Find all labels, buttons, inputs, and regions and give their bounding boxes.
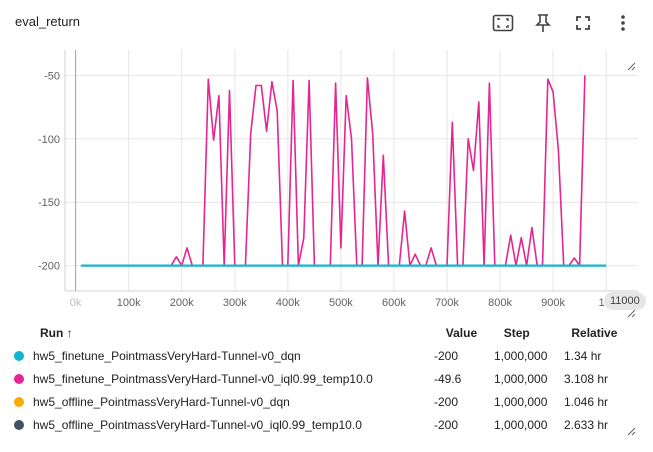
relative-cell: 2.633 hr — [564, 417, 609, 432]
x-tick-label: 800k — [488, 297, 512, 309]
relative-cell: 1.34 hr — [564, 348, 602, 363]
run-name: hw5_finetune_PointmassVeryHard-Tunnel-v0… — [33, 348, 301, 363]
more-vert-icon — [621, 15, 625, 31]
step-cell: 1,000,000 — [494, 394, 548, 409]
x-tick-label: 600k — [382, 297, 406, 309]
run-name: hw5_finetune_PointmassVeryHard-Tunnel-v0… — [33, 371, 373, 386]
series-line — [80, 75, 586, 267]
y-tick-label: -100 — [38, 134, 60, 146]
chart-series — [80, 75, 607, 267]
table-header: Run ↑ Value Step Relative — [14, 322, 639, 344]
run-name: hw5_offline_PointmassVeryHard-Tunnel-v0_… — [33, 394, 290, 409]
run-color-dot — [14, 373, 24, 384]
x-tick-label: 100k — [117, 297, 141, 309]
y-tick-label: -50 — [44, 70, 60, 82]
relative-cell: 1.046 hr — [564, 394, 609, 409]
line-chart[interactable]: -50 -100 -150 -200 0k 100k 200k 300k 400k 500k 600… — [0, 40, 653, 315]
run-color-dot — [14, 350, 24, 361]
run-cell: hw5_offline_PointmassVeryHard-Tunnel-v0_… — [14, 395, 434, 409]
x-axis-extent-badge: 11000 — [604, 292, 646, 310]
chart-axes: -50 -100 -150 -200 0k 100k 200k 300k 400k 500k 600… — [38, 50, 638, 309]
value-column-header[interactable]: Value — [445, 326, 478, 340]
x-tick-label: 500k — [329, 297, 353, 309]
relative-column-header[interactable]: Relative — [571, 326, 618, 340]
run-name: hw5_offline_PointmassVeryHard-Tunnel-v0_… — [33, 417, 362, 432]
chart-grid — [65, 50, 638, 291]
table-row[interactable]: hw5_offline_PointmassVeryHard-Tunnel-v0_… — [14, 413, 639, 436]
x-tick-label: 400k — [276, 297, 300, 309]
runs-table: Run ↑ Value Step Relative hw5_finetune_P… — [14, 322, 639, 436]
chart-resize-handle[interactable] — [627, 62, 636, 71]
x-tick-label: 200k — [170, 297, 194, 309]
pin-icon — [535, 14, 551, 32]
axis-resize-handle[interactable] — [627, 309, 636, 318]
step-cell: 1,000,000 — [494, 348, 548, 363]
fit-domain-button[interactable] — [483, 8, 523, 38]
run-cell: hw5_finetune_PointmassVeryHard-Tunnel-v0… — [14, 372, 434, 386]
table-row[interactable]: hw5_finetune_PointmassVeryHard-Tunnel-v0… — [14, 344, 639, 367]
table-row[interactable]: hw5_offline_PointmassVeryHard-Tunnel-v0_… — [14, 390, 639, 413]
step-cell: 1,000,000 — [494, 417, 548, 432]
card-toolbar — [483, 8, 643, 38]
value-cell: -49.6 — [434, 371, 462, 386]
x-tick-label: 900k — [541, 297, 565, 309]
table-row[interactable]: hw5_finetune_PointmassVeryHard-Tunnel-v0… — [14, 367, 639, 390]
run-cell: hw5_offline_PointmassVeryHard-Tunnel-v0_… — [14, 418, 434, 432]
run-cell: hw5_finetune_PointmassVeryHard-Tunnel-v0… — [14, 349, 434, 363]
y-tick-label: -200 — [38, 261, 60, 273]
step-column-header[interactable]: Step — [503, 326, 530, 340]
fullscreen-icon — [576, 16, 590, 30]
fullscreen-button[interactable] — [563, 8, 603, 38]
x-tick-label: 300k — [223, 297, 247, 309]
relative-cell: 3.108 hr — [564, 371, 609, 386]
value-cell: -200 — [434, 348, 459, 363]
x-tick-label: 700k — [435, 297, 459, 309]
step-cell: 1,000,000 — [494, 371, 548, 386]
more-options-button[interactable] — [603, 8, 643, 38]
x-tick-label: 0k — [70, 297, 82, 309]
chart-title: eval_return — [15, 14, 81, 29]
y-tick-label: -150 — [38, 197, 60, 209]
run-color-dot — [14, 396, 24, 407]
value-cell: -200 — [434, 394, 459, 409]
run-column-header[interactable]: Run ↑ — [40, 326, 73, 340]
fit-domain-icon — [492, 14, 514, 32]
table-resize-handle[interactable] — [627, 427, 636, 436]
pin-button[interactable] — [523, 8, 563, 38]
value-cell: -200 — [434, 417, 459, 432]
run-color-dot — [14, 419, 24, 430]
